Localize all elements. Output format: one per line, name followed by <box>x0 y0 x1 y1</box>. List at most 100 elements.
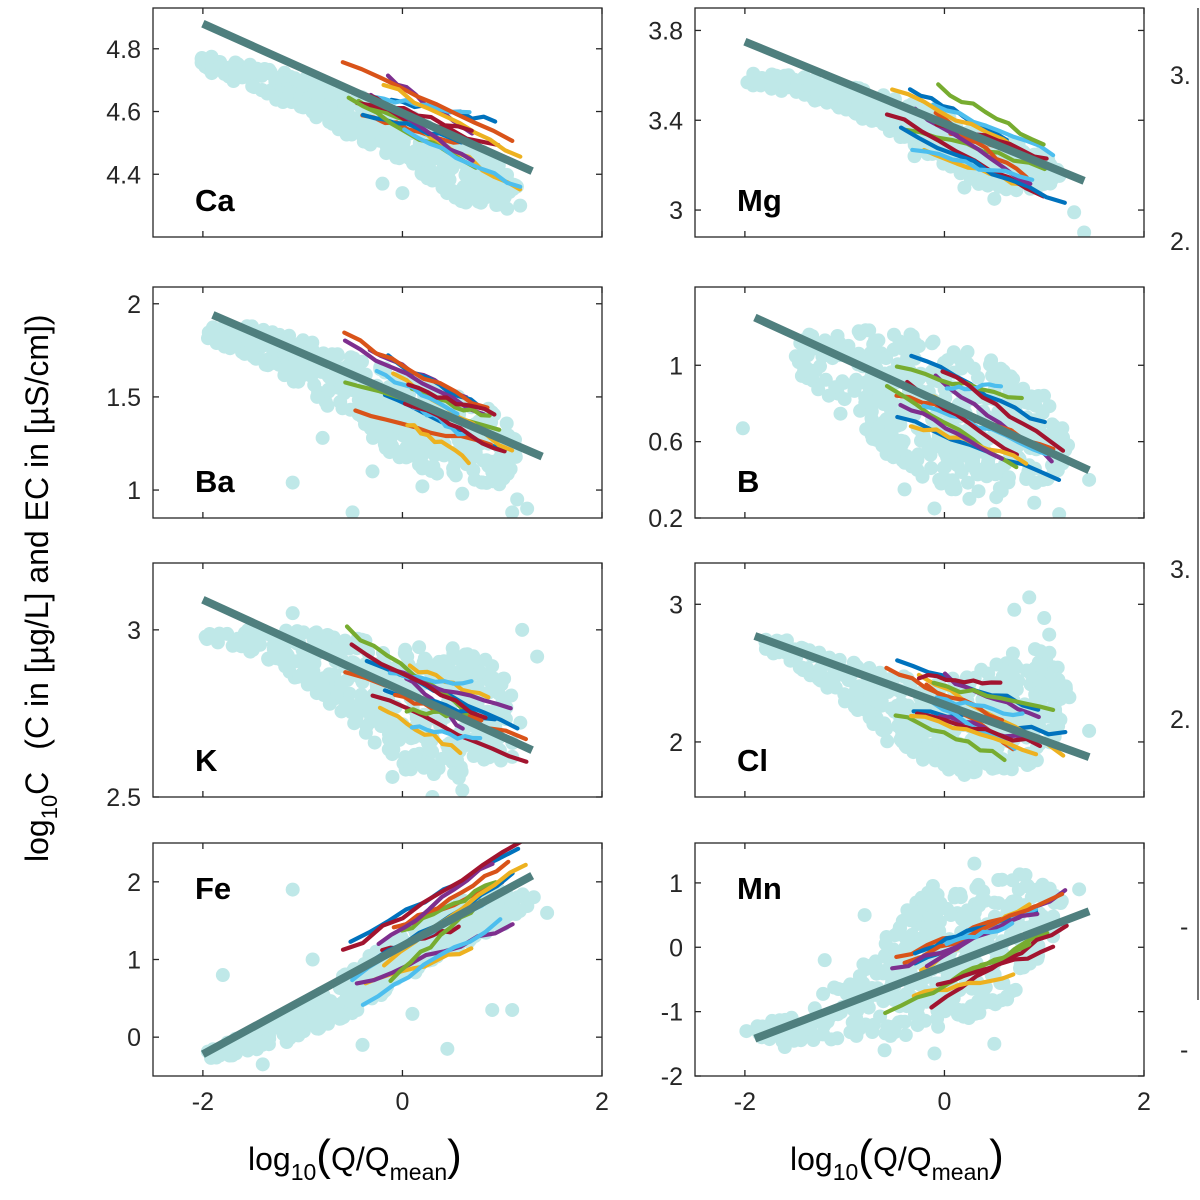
scatter-point <box>378 441 393 455</box>
scatter-point <box>909 340 924 355</box>
scatter-point <box>1009 752 1024 767</box>
axes-box <box>152 286 603 519</box>
scatter-point <box>502 907 517 922</box>
scatter-point <box>389 150 404 165</box>
event-line <box>405 423 471 466</box>
scatter-point <box>910 462 925 477</box>
scatter-point <box>440 664 455 679</box>
x-axis-label-qsub: mean <box>390 1159 448 1185</box>
scatter-point <box>397 646 412 661</box>
scatter-point <box>412 640 427 655</box>
scatter-point <box>898 930 913 945</box>
cropped-tick-label: - <box>1180 1036 1188 1064</box>
scatter-point <box>924 461 939 476</box>
event-line <box>374 368 460 416</box>
x-axis-label-open: ( <box>316 1131 331 1180</box>
scatter-point <box>876 397 891 411</box>
axes-box <box>694 7 1145 238</box>
scatter-point <box>1042 627 1057 642</box>
scatter-point <box>455 783 470 797</box>
scatter-point <box>526 890 541 905</box>
x-tick-label: 0 <box>937 1088 951 1116</box>
y-tick-label: 0.6 <box>648 429 683 457</box>
scatter-point <box>1050 460 1065 475</box>
scatter-point <box>945 473 960 488</box>
scatter-point <box>1001 898 1016 913</box>
scatter-point <box>430 466 444 481</box>
scatter-point <box>381 742 396 757</box>
scatter-point <box>285 606 300 621</box>
scatter-point <box>385 769 400 784</box>
event-line <box>910 147 1035 182</box>
scatter-point <box>832 335 847 350</box>
scatter-point <box>969 880 984 895</box>
scatter-point <box>467 472 482 487</box>
fit-line <box>753 632 1091 761</box>
y-tick-label: 3.8 <box>648 17 683 45</box>
scatter-point <box>471 907 486 922</box>
scatter-point <box>988 467 1003 482</box>
scatter-points <box>194 49 528 216</box>
scatter-point <box>821 388 836 403</box>
panel-label: Fe <box>195 871 231 906</box>
x-axis-label-qsub: mean <box>932 1159 990 1185</box>
scatter-point <box>234 1036 249 1051</box>
scatter-point <box>755 1019 770 1034</box>
scatter-point <box>875 435 889 449</box>
scatter-point <box>857 908 872 923</box>
scatter-point <box>957 448 972 463</box>
scatter-point <box>777 1040 792 1055</box>
scatter-point <box>830 1031 845 1046</box>
axes-box <box>694 842 1145 1077</box>
scatter-point <box>330 686 344 701</box>
scatter-point <box>876 994 891 1009</box>
scatter-point <box>818 93 833 108</box>
scatter-point <box>425 790 440 797</box>
y-tick-label: 1 <box>127 947 141 975</box>
x-axis-label-log: log <box>790 1141 833 1177</box>
scatter-point <box>202 627 217 641</box>
event-line <box>940 369 1066 453</box>
scatter-point <box>455 486 470 501</box>
scatter-point <box>338 636 353 650</box>
scatter-point <box>987 191 1002 206</box>
scatter-point <box>957 767 972 782</box>
scatter-point <box>993 361 1008 376</box>
event-line <box>376 861 495 946</box>
scatter-point <box>858 323 873 338</box>
panel-ca: 4.4 4.6 4.8 Ca <box>106 7 603 238</box>
scatter-point <box>504 688 519 703</box>
scatter-point <box>938 459 953 474</box>
scatter-point <box>837 96 852 111</box>
scatter-point <box>409 412 424 427</box>
scatter-point <box>305 335 320 350</box>
plot-area <box>740 37 1092 237</box>
scatter-point <box>1077 225 1092 237</box>
x-tick-label: -2 <box>192 1088 214 1116</box>
scatter-point <box>297 95 312 110</box>
plot-area <box>200 843 555 1072</box>
scatter-point <box>849 372 864 387</box>
y-tick-label: 3 <box>669 591 683 619</box>
scatter-point <box>870 965 885 980</box>
scatter-point <box>863 684 878 699</box>
y-tick-label: 2 <box>127 291 141 319</box>
scatter-point <box>947 752 962 767</box>
event-line <box>360 917 503 1007</box>
scatter-point <box>910 1018 925 1033</box>
scatter-point <box>266 355 281 370</box>
scatter-point <box>957 180 972 195</box>
scatter-point <box>367 735 382 750</box>
scatter-point <box>204 49 219 64</box>
scatter-point <box>967 856 982 871</box>
scatter-point <box>927 501 942 516</box>
scatter-point <box>280 90 294 105</box>
cropped-tick-label: 2. <box>1170 228 1191 256</box>
y-tick-label: 2 <box>127 869 141 897</box>
scatter-point <box>880 734 895 749</box>
x-axis-label-left: log10(Q/Qmean) <box>248 1131 462 1185</box>
scatter-point <box>849 105 864 120</box>
scatter-point <box>1024 389 1039 404</box>
fit-line <box>753 907 1091 1043</box>
